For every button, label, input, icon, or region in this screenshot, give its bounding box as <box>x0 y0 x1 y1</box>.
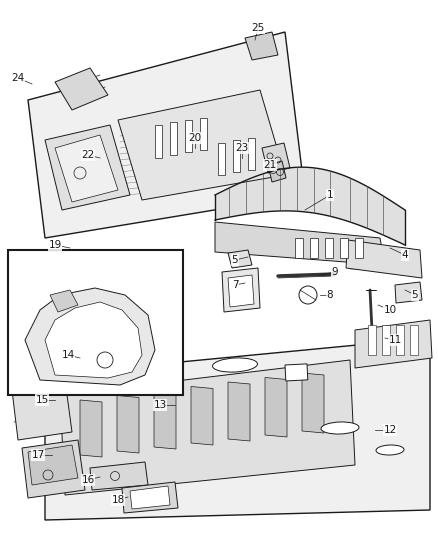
Polygon shape <box>228 250 252 268</box>
Polygon shape <box>396 325 404 355</box>
Polygon shape <box>228 275 254 307</box>
Polygon shape <box>45 352 88 394</box>
Polygon shape <box>25 288 155 385</box>
Polygon shape <box>154 391 176 449</box>
Ellipse shape <box>212 358 258 372</box>
Polygon shape <box>215 222 385 265</box>
Polygon shape <box>355 320 432 368</box>
Text: 11: 11 <box>389 335 402 345</box>
Polygon shape <box>382 325 390 355</box>
Polygon shape <box>130 486 170 509</box>
Polygon shape <box>117 395 139 453</box>
Polygon shape <box>302 373 324 433</box>
Polygon shape <box>60 360 355 495</box>
Text: 8: 8 <box>327 290 333 300</box>
Polygon shape <box>325 238 333 258</box>
Text: 19: 19 <box>48 240 62 250</box>
Text: 20: 20 <box>188 133 201 143</box>
Polygon shape <box>122 482 178 513</box>
Polygon shape <box>228 382 250 441</box>
Polygon shape <box>185 120 192 152</box>
Polygon shape <box>245 32 278 60</box>
Text: 21: 21 <box>263 160 277 170</box>
Polygon shape <box>155 125 162 158</box>
Ellipse shape <box>321 422 359 434</box>
Text: 5: 5 <box>412 290 418 300</box>
Polygon shape <box>12 380 72 440</box>
Text: 14: 14 <box>61 350 74 360</box>
Text: 4: 4 <box>402 250 408 260</box>
Polygon shape <box>200 118 207 150</box>
Polygon shape <box>28 32 305 238</box>
Ellipse shape <box>376 445 404 455</box>
Polygon shape <box>218 143 225 175</box>
Polygon shape <box>265 377 287 437</box>
Polygon shape <box>346 240 422 278</box>
Polygon shape <box>222 268 260 312</box>
Polygon shape <box>410 325 418 355</box>
Ellipse shape <box>100 369 130 381</box>
Polygon shape <box>268 161 286 182</box>
Polygon shape <box>45 338 430 520</box>
Polygon shape <box>80 400 102 457</box>
Text: 10: 10 <box>383 305 396 315</box>
Text: 18: 18 <box>111 495 125 505</box>
Polygon shape <box>55 68 108 110</box>
Polygon shape <box>340 238 348 258</box>
Polygon shape <box>45 125 130 210</box>
Polygon shape <box>295 238 303 258</box>
Text: 15: 15 <box>35 395 49 405</box>
Text: 22: 22 <box>81 150 95 160</box>
Text: 9: 9 <box>332 267 338 277</box>
Polygon shape <box>55 135 118 202</box>
Text: 7: 7 <box>232 280 238 290</box>
Text: 17: 17 <box>32 450 45 460</box>
Text: 25: 25 <box>251 23 265 33</box>
Text: 16: 16 <box>81 475 95 485</box>
Text: 12: 12 <box>383 425 397 435</box>
Polygon shape <box>215 167 405 245</box>
Text: 1: 1 <box>327 190 333 200</box>
Text: 5: 5 <box>232 255 238 265</box>
Polygon shape <box>368 325 376 355</box>
Polygon shape <box>50 290 78 312</box>
Polygon shape <box>170 122 177 155</box>
Text: 24: 24 <box>11 73 25 83</box>
Polygon shape <box>45 302 142 378</box>
Polygon shape <box>262 143 290 173</box>
Polygon shape <box>395 282 422 303</box>
Text: 23: 23 <box>235 143 249 153</box>
Polygon shape <box>28 445 78 485</box>
Polygon shape <box>310 238 318 258</box>
Bar <box>8 250 183 395</box>
Polygon shape <box>52 358 80 385</box>
Text: 13: 13 <box>153 400 166 410</box>
Polygon shape <box>22 440 85 498</box>
Polygon shape <box>233 140 240 172</box>
Polygon shape <box>248 138 255 170</box>
Bar <box>285 364 308 381</box>
Polygon shape <box>90 462 148 490</box>
Polygon shape <box>355 238 363 258</box>
Polygon shape <box>118 90 285 200</box>
Polygon shape <box>191 386 213 445</box>
